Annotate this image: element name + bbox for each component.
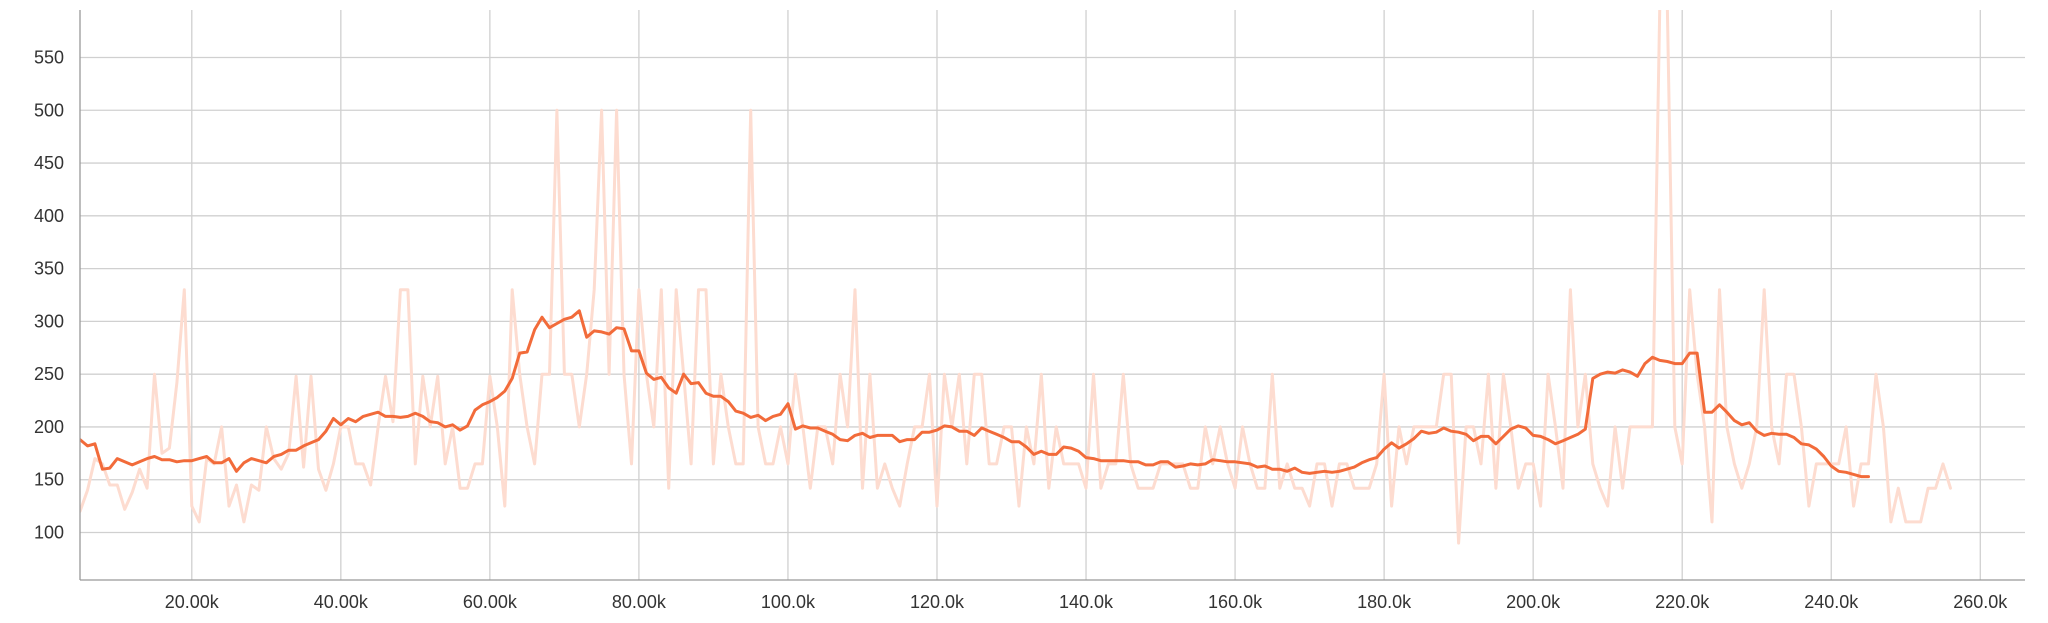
y-tick-label: 500 [34,100,64,120]
y-gridlines [80,56,2025,534]
y-tick-label: 300 [34,311,64,331]
y-tick-label: 450 [34,153,64,173]
x-tick-label: 20.00k [165,592,220,612]
x-tick-label: 240.0k [1804,592,1859,612]
x-tick-label: 100.0k [761,592,816,612]
x-tick-label: 200.0k [1506,592,1561,612]
x-tick-label: 80.00k [612,592,667,612]
y-tick-label: 350 [34,259,64,279]
y-tick-label: 550 [34,48,64,68]
y-tick-label: 100 [34,523,64,543]
y-tick-label: 150 [34,470,64,490]
x-tick-label: 40.00k [314,592,369,612]
x-tick-label: 220.0k [1655,592,1710,612]
series-layer [80,10,1952,545]
x-tick-label: 160.0k [1208,592,1263,612]
x-tick-label: 60.00k [463,592,518,612]
y-tick-label: 400 [34,206,64,226]
raw-series-line [80,10,1952,545]
x-tick-label: 120.0k [910,592,965,612]
y-tick-label: 200 [34,417,64,437]
x-tick-label: 260.0k [1953,592,2008,612]
smoothed-series-line [80,309,1870,479]
x-tick-labels: 20.00k 40.00k 60.00k 80.00k 100.0k 120.0k 140.… [165,592,2009,612]
y-tick-label: 250 [34,364,64,384]
y-tick-labels: 100 150 200 250 300 350 400 450 500 550 [34,48,64,543]
x-tick-label: 140.0k [1059,592,1114,612]
x-tick-label: 180.0k [1357,592,1412,612]
